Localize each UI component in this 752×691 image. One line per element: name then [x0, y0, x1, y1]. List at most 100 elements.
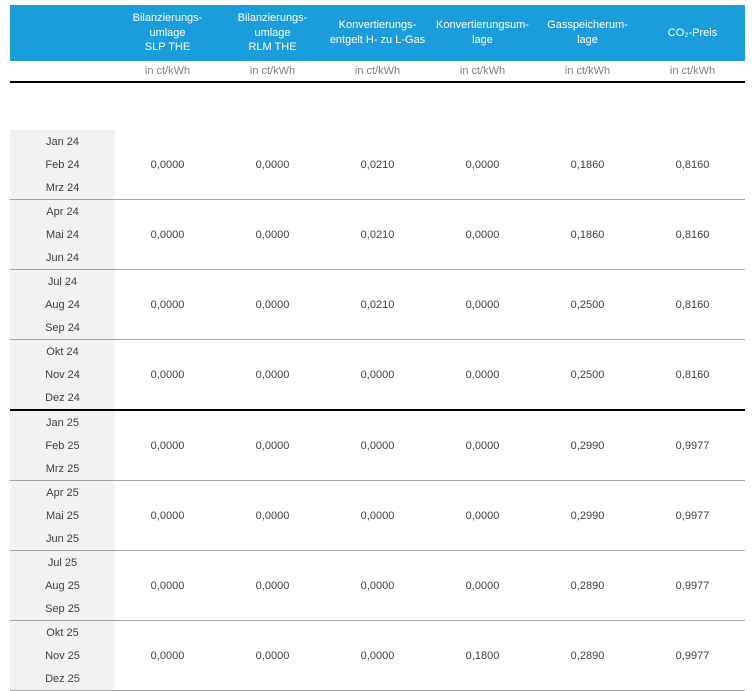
- value-cell: [535, 130, 640, 153]
- value-cell: [535, 386, 640, 411]
- value-cell: [640, 527, 745, 551]
- month-label: Nov 24: [10, 363, 115, 386]
- value-cell: [115, 246, 220, 270]
- value-cell: [535, 527, 640, 551]
- value-cell: [220, 597, 325, 621]
- value-cell: [430, 246, 535, 270]
- table-row: Apr 25: [10, 480, 745, 505]
- value-cell: [640, 316, 745, 340]
- table-row: Aug 24 0,0000 0,0000 0,0210 0,0000 0,2500 0,81…: [10, 293, 745, 316]
- value-cell: [115, 386, 220, 411]
- value-cell: [325, 316, 430, 340]
- value-cell: [535, 551, 640, 575]
- value-cell: [640, 200, 745, 224]
- value-cell: [220, 386, 325, 411]
- value-cell: [430, 270, 535, 294]
- value-cell: [220, 270, 325, 294]
- value-cell: [325, 667, 430, 691]
- value-cell: [115, 527, 220, 551]
- table-row: Apr 24: [10, 199, 745, 224]
- table-row: Jul 24: [10, 269, 745, 294]
- column-header-gasspeicherumlage: Gasspeicherum-lage: [535, 5, 640, 61]
- value-cell: [430, 130, 535, 153]
- value-cell: [535, 621, 640, 645]
- value-cell: [115, 130, 220, 153]
- unit-cell: in ct/kWh: [535, 61, 640, 83]
- value-cell: 0,0000: [465, 509, 500, 522]
- value-cell: 0,0000: [255, 509, 290, 522]
- value-cell: [535, 667, 640, 691]
- value-cell: [535, 340, 640, 364]
- value-cell: [325, 200, 430, 224]
- table-row: Okt 25: [10, 620, 745, 645]
- value-cell: [640, 551, 745, 575]
- month-label: Nov 25: [10, 644, 115, 667]
- value-cell: [220, 200, 325, 224]
- value-cell: [115, 176, 220, 200]
- value-cell: 0,0000: [150, 158, 185, 171]
- value-cell: 0,9977: [675, 579, 710, 592]
- month-label: Jan 24: [10, 130, 115, 153]
- value-cell: [325, 386, 430, 411]
- value-cell: 0,0000: [150, 228, 185, 241]
- value-cell: [535, 481, 640, 505]
- value-cell: 0,0000: [255, 228, 290, 241]
- value-cell: [535, 246, 640, 270]
- value-cell: [220, 130, 325, 153]
- value-cell: 0,8160: [675, 298, 710, 311]
- value-cell: [220, 667, 325, 691]
- table-row: Jan 24: [10, 130, 745, 153]
- value-cell: 0,2990: [570, 439, 605, 452]
- value-cell: [535, 270, 640, 294]
- table-row: Nov 25 0,0000 0,0000 0,0000 0,1800 0,2890 0,99…: [10, 644, 745, 667]
- value-cell: 0,0000: [150, 439, 185, 452]
- value-cell: 0,0000: [465, 579, 500, 592]
- value-cell: 0,8160: [675, 228, 710, 241]
- value-cell: [430, 410, 535, 434]
- value-cell: 0,0000: [255, 439, 290, 452]
- table-row: Mrz 24: [10, 176, 745, 200]
- month-label: Mai 25: [10, 504, 115, 527]
- value-cell: [430, 597, 535, 621]
- month-label: Sep 25: [10, 597, 115, 621]
- value-cell: [220, 246, 325, 270]
- value-cell: [430, 457, 535, 481]
- value-cell: [115, 200, 220, 224]
- value-cell: [430, 551, 535, 575]
- value-cell: [220, 457, 325, 481]
- value-cell: [220, 316, 325, 340]
- value-cell: [220, 481, 325, 505]
- price-table: Bilanzierungs- umlage SLP THE Bilanzieru…: [10, 5, 745, 691]
- month-column-header: [10, 5, 115, 61]
- column-header-konvertierungsumlage: Konvertierungsum- lage: [430, 5, 535, 61]
- value-cell: [640, 130, 745, 153]
- value-cell: [115, 316, 220, 340]
- unit-cell: in ct/kWh: [115, 61, 220, 83]
- value-cell: [535, 597, 640, 621]
- value-cell: 0,0000: [360, 579, 395, 592]
- column-header-konvertierungsentgelt: Konvertierungs- entgelt H- zu L-Gas: [325, 5, 430, 61]
- table-row: Aug 25 0,0000 0,0000 0,0000 0,0000 0,2890 0,99…: [10, 574, 745, 597]
- unit-cell: in ct/kWh: [430, 61, 535, 83]
- month-label: Sep 24: [10, 316, 115, 340]
- value-cell: 0,0000: [255, 298, 290, 311]
- value-cell: [640, 621, 745, 645]
- value-cell: [325, 481, 430, 505]
- value-cell: 0,0000: [150, 298, 185, 311]
- value-cell: [430, 481, 535, 505]
- value-cell: [430, 386, 535, 411]
- value-cell: 0,0000: [255, 649, 290, 662]
- value-cell: [115, 621, 220, 645]
- value-cell: [640, 667, 745, 691]
- value-cell: [220, 621, 325, 645]
- value-cell: 0,1800: [465, 649, 500, 662]
- value-cell: 0,0210: [360, 298, 395, 311]
- value-cell: 0,9977: [675, 439, 710, 452]
- value-cell: [430, 176, 535, 200]
- month-label: Feb 25: [10, 434, 115, 457]
- unit-cell: in ct/kWh: [325, 61, 430, 83]
- value-cell: 0,2990: [570, 509, 605, 522]
- value-cell: 0,0210: [360, 228, 395, 241]
- month-label: Aug 24: [10, 293, 115, 316]
- value-cell: [115, 481, 220, 505]
